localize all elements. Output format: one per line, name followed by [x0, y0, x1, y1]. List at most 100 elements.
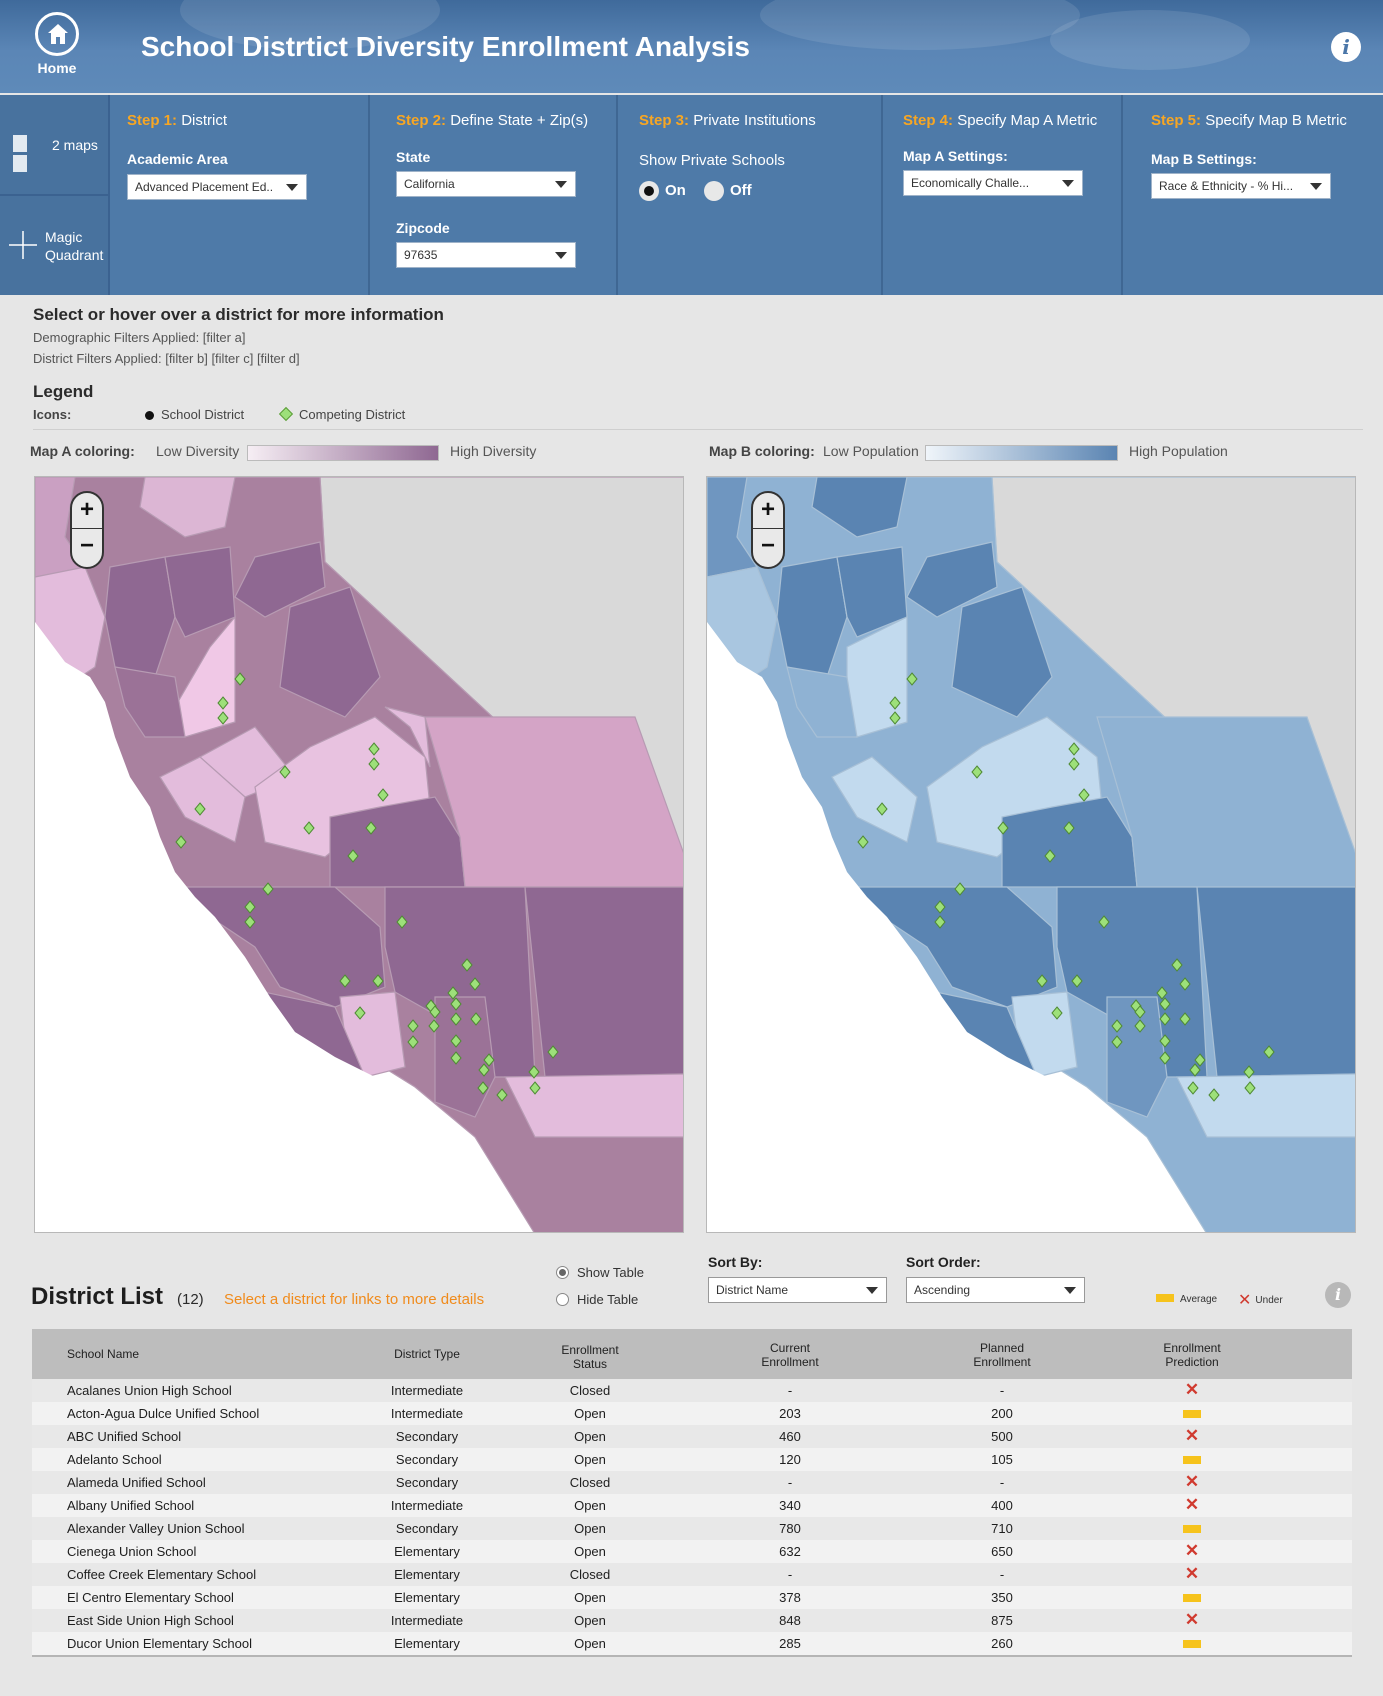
private-off-radio[interactable]: Off — [704, 181, 752, 201]
table-row[interactable]: Adelanto School Secondary Open 120 105 — [32, 1448, 1352, 1471]
map-b-zoom-in-button[interactable]: + — [753, 493, 783, 529]
show-private-label: Show Private Schools — [639, 152, 785, 169]
sort-order-select[interactable]: Ascending — [906, 1277, 1085, 1303]
col-school-name[interactable]: School Name — [67, 1347, 140, 1361]
prediction-cell: ✕ — [1142, 1565, 1242, 1582]
table-row[interactable]: Coffee Creek Elementary School Elementary… — [32, 1563, 1352, 1586]
step-toolbar: 2 maps Magic Quadrant Step 1: District A… — [0, 95, 1383, 295]
enrollment-status-cell: Open — [574, 1544, 606, 1559]
map-b-gradient-bar — [925, 445, 1118, 461]
legend-heading: Legend — [33, 382, 94, 401]
app-header: Home School Distrtict Diversity Enrollme… — [0, 0, 1383, 93]
radio-unselected-icon — [704, 181, 724, 201]
col-current-enrollment[interactable]: Current Enrollment — [761, 1341, 819, 1369]
show-table-radio[interactable]: Show Table — [556, 1265, 644, 1280]
magic-quadrant-button[interactable]: Magic Quadrant — [0, 198, 110, 295]
table-row[interactable]: Albany Unified School Intermediate Open 340… — [32, 1494, 1352, 1517]
district-type-cell: Secondary — [395, 1475, 459, 1490]
competing-district-diamond-icon — [278, 406, 294, 422]
current-enrollment-cell: 848 — [779, 1613, 801, 1628]
radio-selected-icon — [556, 1266, 569, 1279]
enrollment-status-cell: Open — [574, 1406, 606, 1421]
school-district-label: School District — [161, 407, 245, 422]
current-enrollment-cell: 120 — [779, 1452, 801, 1467]
map-b-zoom-control: + − — [751, 491, 785, 569]
under-x-icon: ✕ — [1184, 1426, 1200, 1445]
map-a-low-label: Low Diversity — [156, 443, 240, 459]
planned-enrollment-cell: 500 — [991, 1429, 1013, 1444]
info-icon[interactable]: i — [1331, 32, 1361, 62]
icons-label: Icons: — [33, 407, 72, 422]
school-name-cell: Acalanes Union High School — [67, 1383, 232, 1398]
district-type-cell: Secondary — [395, 1521, 459, 1536]
district-filters: District Filters Applied: [filter b] [fi… — [33, 351, 300, 366]
table-row[interactable]: Acalanes Union High School Intermediate Cl… — [32, 1379, 1352, 1402]
table-row[interactable]: Cienega Union School Elementary Open 632 650… — [32, 1540, 1352, 1563]
table-row[interactable]: Alexander Valley Union School Secondary Op… — [32, 1517, 1352, 1540]
hide-table-radio[interactable]: Hide Table — [556, 1292, 638, 1307]
school-name-cell: Coffee Creek Elementary School — [67, 1567, 257, 1582]
map-b-canvas — [707, 477, 1355, 1232]
prediction-cell: ✕ — [1142, 1496, 1242, 1513]
sort-order-label: Sort Order: — [906, 1254, 981, 1270]
planned-enrollment-cell: 400 — [991, 1498, 1013, 1513]
table-row[interactable]: Acton-Agua Dulce Unified School Intermedi… — [32, 1402, 1352, 1425]
two-maps-button[interactable]: 2 maps — [0, 95, 110, 196]
state-select[interactable]: California — [396, 171, 576, 197]
quadrant-label-2: Quadrant — [45, 247, 104, 263]
table-info-icon[interactable]: i — [1325, 1282, 1351, 1308]
average-bar-icon — [1183, 1525, 1201, 1533]
school-name-cell: Ducor Union Elementary School — [67, 1636, 252, 1651]
map-a-zoom-in-button[interactable]: + — [72, 493, 102, 529]
table-row[interactable]: El Centro Elementary School Elementary Ope… — [32, 1586, 1352, 1609]
table-row[interactable]: Ducor Union Elementary School Elementary O… — [32, 1632, 1352, 1655]
sort-by-select[interactable]: District Name — [708, 1277, 887, 1303]
school-name-cell: Cienega Union School — [67, 1544, 197, 1559]
enrollment-status-cell: Open — [574, 1613, 606, 1628]
col-enrollment-prediction[interactable]: Enrollment Prediction — [1163, 1341, 1221, 1369]
prediction-cell — [1142, 1636, 1242, 1651]
district-type-cell: Secondary — [395, 1452, 459, 1467]
map-a-metric-select[interactable]: Economically Challe... — [903, 170, 1083, 196]
map-a-zoom-out-button[interactable]: − — [79, 532, 94, 559]
prediction-cell: ✕ — [1142, 1542, 1242, 1559]
enrollment-status-cell: Closed — [569, 1567, 611, 1582]
district-table: School Name District Type Enrollment Stat… — [32, 1329, 1352, 1657]
enrollment-status-cell: Open — [574, 1452, 606, 1467]
enrollment-status-cell: Open — [574, 1590, 606, 1605]
col-enrollment-status[interactable]: Enrollment Status — [561, 1343, 619, 1371]
radio-unselected-icon — [556, 1293, 569, 1306]
map-a-high-label: High Diversity — [450, 443, 537, 459]
planned-enrollment-cell: 710 — [991, 1521, 1013, 1536]
school-name-cell: Acton-Agua Dulce Unified School — [67, 1406, 260, 1421]
district-type-cell: Intermediate — [390, 1498, 464, 1513]
table-row[interactable]: Alameda Unified School Secondary Closed - - ✕ — [32, 1471, 1352, 1494]
map-a[interactable]: + − — [34, 476, 684, 1233]
legend-icons: Icons: School District Competing Distric… — [33, 406, 1363, 430]
table-row[interactable]: ABC Unified School Secondary Open 460 500 ✕ — [32, 1425, 1352, 1448]
col-district-type[interactable]: District Type — [394, 1347, 460, 1361]
map-a-canvas — [35, 477, 683, 1232]
enrollment-status-cell: Open — [574, 1429, 606, 1444]
average-bar-icon — [1183, 1410, 1201, 1418]
chevron-down-icon — [1064, 1287, 1076, 1294]
current-enrollment-cell: 780 — [779, 1521, 801, 1536]
academic-area-select[interactable]: Advanced Placement Ed.. — [127, 174, 307, 200]
current-enrollment-cell: 378 — [779, 1590, 801, 1605]
map-b-metric-select[interactable]: Race & Ethnicity - % Hi... — [1151, 173, 1331, 199]
academic-area-label: Academic Area — [127, 151, 228, 167]
chevron-down-icon — [866, 1287, 878, 1294]
map-b-zoom-out-button[interactable]: − — [760, 532, 775, 559]
district-type-cell: Intermediate — [390, 1383, 464, 1398]
map-b[interactable]: + − — [706, 476, 1356, 1233]
district-list-hint: Select a district for links to more deta… — [224, 1291, 485, 1308]
col-planned-enrollment[interactable]: Planned Enrollment — [973, 1341, 1031, 1369]
private-on-radio[interactable]: On — [639, 181, 686, 201]
step-5-panel: Step 5: Specify Map B Metric Map B Setti… — [1123, 95, 1383, 295]
table-row[interactable]: East Side Union High School Intermediate O… — [32, 1609, 1352, 1632]
home-button[interactable]: Home — [24, 12, 90, 76]
zipcode-select[interactable]: 97635 — [396, 242, 576, 268]
prediction-cell — [1142, 1406, 1242, 1421]
step-1-panel: Step 1: District Academic Area Advanced … — [111, 95, 370, 295]
district-type-cell: Elementary — [394, 1636, 460, 1651]
